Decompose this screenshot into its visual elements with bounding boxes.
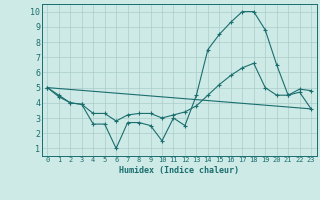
X-axis label: Humidex (Indice chaleur): Humidex (Indice chaleur)	[119, 166, 239, 175]
